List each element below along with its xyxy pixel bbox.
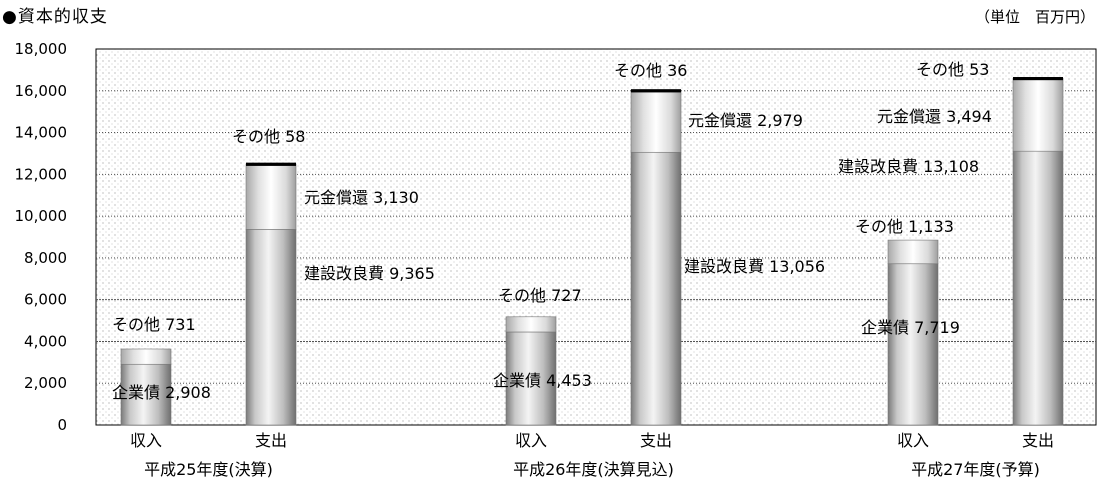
bar-category-label: 収入 <box>897 431 929 450</box>
y-tick-label: 8,000 <box>24 249 67 267</box>
segment-label: その他 53 <box>916 60 989 79</box>
segment-label: その他 731 <box>112 315 196 334</box>
group-label: 平成27年度(予算) <box>911 460 1040 479</box>
y-tick-label: 0 <box>57 416 67 434</box>
segment-label: その他 36 <box>614 61 687 80</box>
y-tick-label: 14,000 <box>15 124 68 142</box>
segment-label: その他 727 <box>498 286 582 305</box>
y-tick-label: 12,000 <box>15 165 68 183</box>
bar-category-label: 収入 <box>130 431 162 450</box>
segment-labels: 企業債 2,908 その他 731 建設改良費 9,365 元金償還 3,130 その他… <box>112 60 992 402</box>
segment-label: 元金償還 2,979 <box>688 111 803 130</box>
segment-label: 建設改良費 13,108 <box>838 157 979 176</box>
y-tick-label: 10,000 <box>15 207 68 225</box>
bar-cap <box>246 162 296 166</box>
y-axis: 0 2,000 4,000 6,000 8,000 10,000 12,000 14,000 1… <box>15 40 68 434</box>
unit-label: （単位 百万円） <box>974 8 1095 26</box>
bar-category-label: 収入 <box>515 431 547 450</box>
bar-segment <box>630 151 682 426</box>
y-tick-label: 2,000 <box>24 374 67 392</box>
y-tick-label: 18,000 <box>15 40 68 58</box>
segment-label: 元金償還 3,130 <box>304 188 419 207</box>
bar-category-label: 支出 <box>255 431 287 450</box>
segment-label: 建設改良費 9,365 <box>304 264 435 283</box>
group-label: 平成26年度(決算見込) <box>513 460 674 479</box>
bar-segment <box>245 163 297 230</box>
segment-label: 元金償還 3,494 <box>877 107 992 126</box>
bar-segment <box>1012 150 1064 426</box>
bar-cap <box>631 89 681 93</box>
y-tick-label: 4,000 <box>24 332 67 350</box>
segment-label: その他 1,133 <box>855 217 954 236</box>
bar-segment <box>630 89 682 153</box>
segment-label: その他 58 <box>232 127 305 146</box>
bar-segment <box>1012 77 1064 152</box>
bar-category-label: 支出 <box>640 431 672 450</box>
bar-segment <box>120 348 172 365</box>
bar-category-label: 支出 <box>1022 431 1054 450</box>
segment-label: 企業債 7,719 <box>861 318 960 337</box>
bar-segment <box>245 229 297 426</box>
bar-cap <box>1013 77 1063 81</box>
bar-segment <box>505 316 557 333</box>
bars <box>120 77 1064 426</box>
segment-label: 企業債 4,453 <box>493 371 592 390</box>
y-tick-label: 6,000 <box>24 291 67 309</box>
chart-title: ●資本的収支 <box>2 7 108 27</box>
bar-segment <box>887 263 939 426</box>
segment-label: 建設改良費 13,056 <box>684 257 825 276</box>
group-label: 平成25年度(決算) <box>144 460 273 479</box>
y-tick-label: 16,000 <box>15 82 68 100</box>
bar-segment <box>505 331 557 426</box>
bar-segment <box>120 363 172 426</box>
bar-segment <box>887 239 939 265</box>
segment-label: 企業債 2,908 <box>112 383 211 402</box>
